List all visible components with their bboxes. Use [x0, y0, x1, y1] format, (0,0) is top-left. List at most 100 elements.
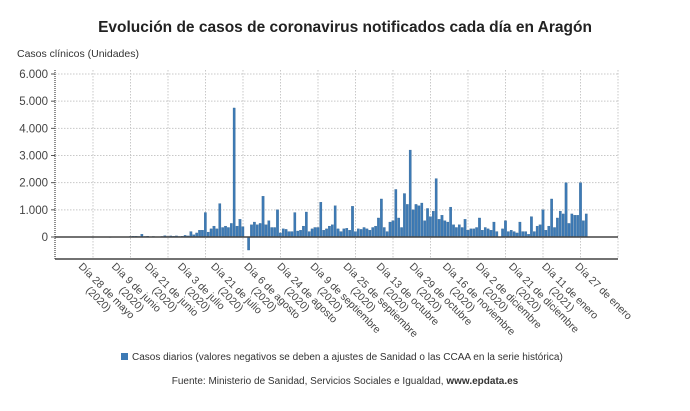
bar	[267, 220, 271, 238]
bar	[391, 220, 395, 238]
bar	[553, 227, 556, 238]
bar	[394, 189, 398, 238]
bar	[582, 220, 585, 238]
bar	[512, 231, 516, 238]
bar	[224, 225, 227, 238]
bar	[371, 227, 375, 238]
bar	[238, 219, 242, 238]
bar	[567, 223, 571, 238]
bar	[229, 223, 233, 238]
bar	[310, 228, 314, 238]
bar	[440, 215, 444, 238]
chart-title: Evolución de casos de coronavirus notifi…	[98, 19, 592, 36]
bar	[281, 228, 285, 238]
bar	[333, 205, 337, 238]
axes	[54, 70, 618, 260]
bar	[466, 230, 470, 238]
bar	[489, 230, 493, 238]
y-tick-label: 6.000	[19, 69, 48, 81]
y-tick-label: 1.000	[19, 205, 48, 217]
bar	[576, 215, 579, 238]
bar	[253, 221, 256, 238]
bar	[377, 217, 380, 238]
bar	[397, 217, 400, 238]
bar	[336, 228, 340, 238]
bar	[241, 226, 245, 238]
legend-label: Casos diarios (valores negativos se debe…	[132, 352, 563, 363]
bar	[556, 217, 559, 238]
bar	[403, 193, 406, 238]
y-tick-label: 3.000	[19, 151, 48, 163]
bar	[331, 224, 334, 238]
bar	[307, 231, 311, 238]
bar	[290, 231, 294, 238]
bar	[443, 220, 447, 238]
bar	[382, 227, 386, 238]
bar	[533, 231, 536, 238]
bar	[374, 225, 377, 238]
x-tick-label-line: Día 27 de enero	[572, 261, 634, 323]
bar	[550, 198, 553, 238]
bar	[547, 225, 551, 238]
bar	[322, 230, 325, 238]
bar	[544, 230, 548, 238]
bar	[276, 209, 279, 238]
bar	[400, 227, 403, 238]
bar	[198, 230, 201, 238]
bar	[365, 228, 369, 238]
bar	[359, 229, 363, 238]
bar	[434, 178, 438, 238]
bar	[218, 203, 222, 238]
bar	[204, 212, 207, 238]
bar	[495, 231, 499, 238]
bar	[342, 228, 346, 238]
x-tick-label: Día 27 de enero	[572, 261, 634, 323]
bar	[258, 223, 262, 238]
bars	[82, 107, 588, 251]
bar	[356, 228, 360, 238]
bar	[455, 227, 458, 238]
bar	[235, 225, 239, 238]
bar	[385, 231, 389, 238]
bar	[426, 208, 429, 238]
bar	[264, 224, 268, 238]
bar	[319, 202, 323, 238]
bar	[570, 213, 574, 238]
bar	[541, 209, 545, 238]
bar	[472, 228, 476, 238]
bar	[351, 206, 354, 238]
bar	[325, 228, 328, 238]
bar	[406, 204, 409, 238]
bar	[316, 227, 320, 238]
bar	[492, 221, 496, 238]
bar	[463, 219, 467, 238]
bar	[452, 224, 455, 238]
bar	[535, 225, 539, 238]
bar	[273, 227, 276, 238]
source-note: Fuente: Ministerio de Sanidad, Servicios…	[172, 376, 519, 387]
bar	[483, 227, 487, 238]
y-tick-label: 0	[42, 232, 48, 244]
legend-swatch	[121, 353, 128, 360]
y-tick-label: 2.000	[19, 178, 48, 190]
bar	[206, 231, 210, 238]
bar	[486, 228, 490, 238]
bar	[247, 236, 250, 251]
bar	[354, 231, 357, 238]
bar	[437, 219, 441, 238]
bar	[423, 220, 426, 238]
bar	[524, 231, 527, 238]
bar	[255, 224, 259, 238]
bar	[212, 225, 216, 238]
bar	[339, 231, 343, 238]
bar	[299, 230, 302, 238]
bar	[215, 228, 219, 238]
bar	[345, 228, 349, 238]
source-prefix: Fuente: Ministerio de Sanidad, Servicios…	[172, 376, 447, 387]
y-axis-ticks: 0 1.000 2.000 3.000 4.000 5.000 6.000	[19, 69, 55, 244]
y-tick-label: 4.000	[19, 123, 48, 135]
bar	[221, 227, 224, 238]
source-link: www.epdata.es	[445, 376, 518, 387]
bar	[189, 231, 193, 238]
